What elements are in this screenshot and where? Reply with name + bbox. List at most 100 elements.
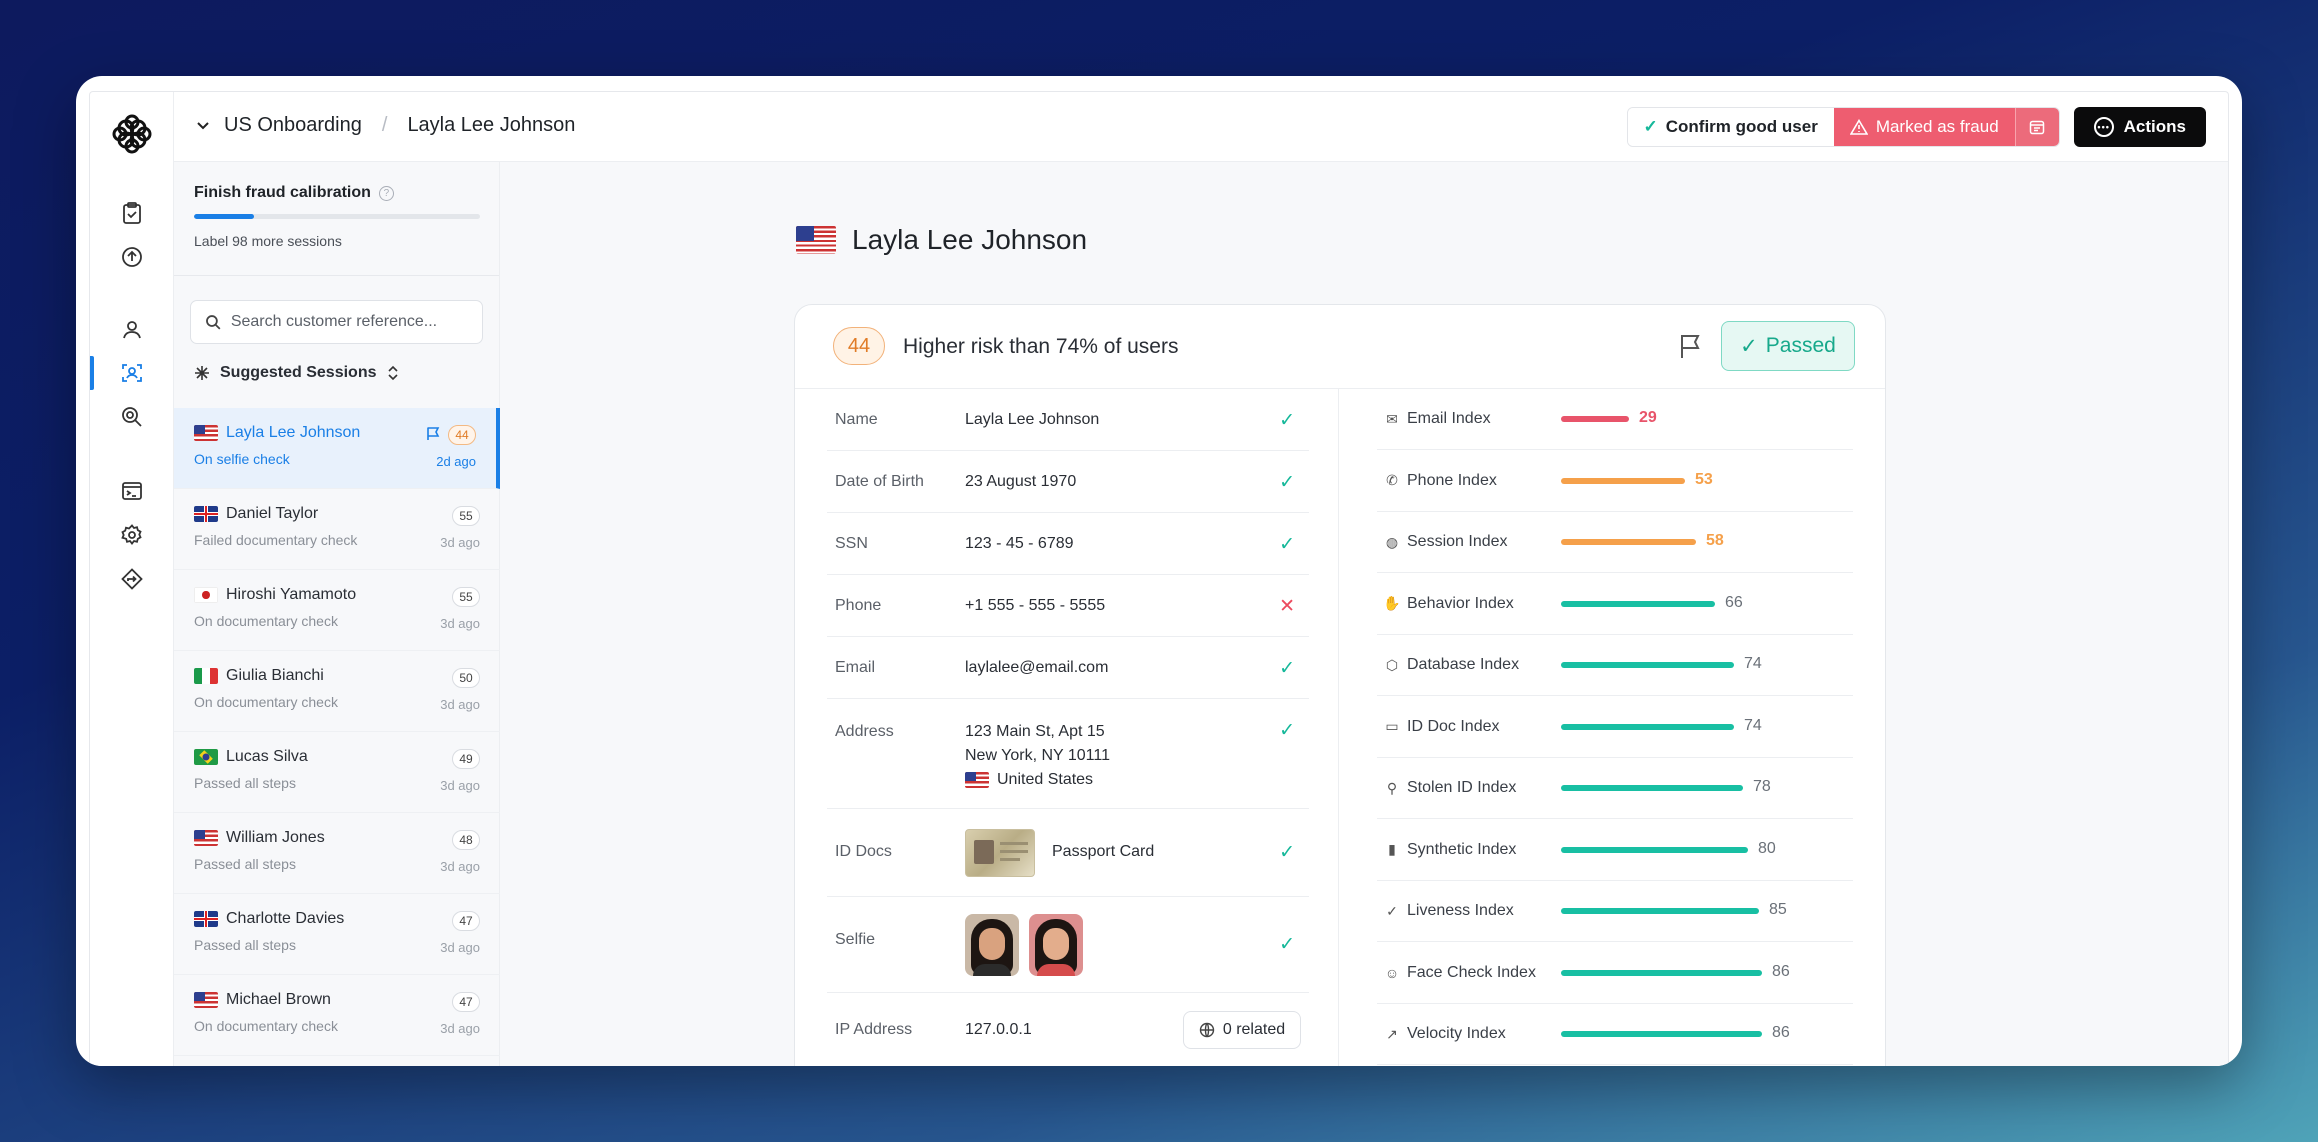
index-bar bbox=[1561, 1031, 1762, 1037]
verified-check-icon: ✓ bbox=[1279, 720, 1295, 741]
session-item[interactable]: Hiroshi Yamamoto On documentary check 55 3d… bbox=[174, 570, 500, 651]
session-time: 3d ago bbox=[440, 616, 480, 631]
session-list: Layla Lee Johnson On selfie check 44 2d ago… bbox=[174, 408, 500, 1056]
index-value: 66 bbox=[1725, 593, 1743, 611]
header-actions: ✓ Confirm good user Marked as fraud ••• … bbox=[1626, 107, 2206, 147]
session-sidebar: Finish fraud calibration ? Label 98 more… bbox=[174, 162, 500, 1066]
risk-index-row[interactable]: ▮ Synthetic Index 80 bbox=[1377, 820, 1853, 881]
risk-index-row[interactable]: ✓ Liveness Index 85 bbox=[1377, 881, 1853, 942]
actions-button[interactable]: ••• Actions bbox=[2073, 107, 2206, 147]
confirm-good-user-button[interactable]: ✓ Confirm good user bbox=[1627, 108, 1834, 146]
index-bar bbox=[1561, 785, 1743, 791]
field-value: 23 August 1970 bbox=[965, 473, 1077, 490]
risk-index-row[interactable]: ⬡ Database Index 74 bbox=[1377, 635, 1853, 696]
field-label: SSN bbox=[835, 535, 868, 552]
status-badge[interactable]: ✓ Passed bbox=[1721, 321, 1855, 371]
risk-index-row[interactable]: ✉ Email Index 29 bbox=[1377, 389, 1853, 450]
session-item[interactable]: William Jones Passed all steps 48 3d ago bbox=[174, 813, 500, 894]
session-name-row: Giulia Bianchi bbox=[194, 667, 480, 685]
arrow-up-right-icon: ↗ bbox=[1386, 1025, 1398, 1042]
risk-index-row[interactable]: ✆ Phone Index 53 bbox=[1377, 451, 1853, 512]
marked-as-fraud-button[interactable]: Marked as fraud bbox=[1833, 108, 2015, 146]
session-time: 2d ago bbox=[436, 454, 476, 469]
risk-index-row[interactable]: ✋ Behavior Index 66 bbox=[1377, 574, 1853, 635]
nav-rail bbox=[90, 92, 174, 1066]
help-icon[interactable]: ? bbox=[378, 185, 394, 201]
workspace-selector[interactable]: US Onboarding bbox=[224, 114, 362, 136]
session-item[interactable]: Layla Lee Johnson On selfie check 44 2d ago bbox=[174, 408, 500, 489]
session-name: William Jones bbox=[226, 829, 325, 846]
bars-icon: ▮ bbox=[1388, 841, 1396, 857]
breadcrumb: US Onboarding / Layla Lee Johnson bbox=[196, 114, 575, 137]
app-window: US Onboarding / Layla Lee Johnson ✓ Conf… bbox=[76, 76, 2242, 1066]
field-row-address: Address 123 Main St, Apt 15 New York, NY… bbox=[827, 699, 1309, 809]
field-label: Selfie bbox=[835, 931, 876, 948]
session-time: 3d ago bbox=[440, 940, 480, 955]
flag-icon[interactable] bbox=[1679, 333, 1703, 359]
user-icon[interactable] bbox=[117, 314, 147, 344]
session-name: Daniel Taylor bbox=[226, 505, 319, 522]
index-name: Face Check Index bbox=[1407, 963, 1536, 981]
clipboard-icon[interactable] bbox=[117, 198, 147, 228]
confirm-good-user-label: Confirm good user bbox=[1665, 117, 1818, 136]
session-item[interactable]: Charlotte Davies Passed all steps 47 3d ago bbox=[174, 894, 500, 975]
session-status: Failed documentary check bbox=[194, 532, 358, 548]
suggested-sessions-dropdown[interactable]: Suggested Sessions bbox=[194, 364, 499, 382]
field-label: ID Docs bbox=[835, 843, 892, 860]
search-zoom-icon[interactable] bbox=[117, 402, 147, 432]
calendar-icon bbox=[2029, 120, 2045, 135]
search-icon bbox=[206, 315, 221, 330]
search-input[interactable] bbox=[230, 313, 468, 331]
calibration-progress-fill bbox=[194, 214, 255, 219]
session-name: Charlotte Davies bbox=[226, 910, 345, 927]
related-ips-button[interactable]: 0 related bbox=[1183, 1011, 1301, 1049]
actions-label: Actions bbox=[2123, 117, 2186, 136]
field-label: Date of Birth bbox=[835, 473, 924, 490]
fraud-details-button[interactable] bbox=[2014, 108, 2059, 146]
index-name: Session Index bbox=[1407, 533, 1508, 550]
passport-card-thumbnail[interactable] bbox=[965, 829, 1035, 877]
field-value: 127.0.0.1 bbox=[965, 1021, 1032, 1038]
session-item[interactable]: Giulia Bianchi On documentary check 50 3d a… bbox=[174, 651, 500, 732]
face-scan-icon[interactable] bbox=[117, 358, 147, 388]
logo-icon[interactable] bbox=[112, 114, 152, 154]
risk-index-row[interactable]: ↗ Velocity Index 86 bbox=[1377, 1004, 1853, 1065]
session-item[interactable]: Daniel Taylor Failed documentary check 55 3… bbox=[174, 489, 500, 570]
field-row-selfie: Selfie ✓ bbox=[827, 897, 1309, 993]
field-value: Layla Lee Johnson bbox=[965, 411, 1100, 428]
risk-index-row[interactable]: ☺ Face Check Index 86 bbox=[1377, 943, 1853, 1004]
verified-check-icon: ✓ bbox=[1279, 934, 1295, 955]
risk-index-row[interactable]: ⚲ Stolen ID Index 78 bbox=[1377, 758, 1853, 819]
chevron-down-icon[interactable] bbox=[196, 118, 210, 134]
index-bar bbox=[1561, 477, 1685, 484]
calibration-panel[interactable]: Finish fraud calibration ? Label 98 more… bbox=[174, 162, 499, 276]
field-row-phone: Phone +1 555 - 555 - 5555 ✕ bbox=[827, 575, 1309, 637]
field-label: Name bbox=[835, 411, 878, 428]
upload-icon[interactable] bbox=[117, 242, 147, 272]
suggested-sessions-label: Suggested Sessions bbox=[220, 364, 377, 381]
calibration-title: Finish fraud calibration bbox=[194, 184, 371, 201]
session-item[interactable]: Lucas Silva Passed all steps 49 3d ago bbox=[174, 732, 500, 813]
risk-index-row[interactable]: ◍ Session Index 58 bbox=[1377, 512, 1853, 573]
session-item[interactable]: Michael Brown On documentary check 47 3d ag… bbox=[174, 975, 500, 1056]
mail-icon: ✉ bbox=[1386, 410, 1398, 427]
routing-icon[interactable] bbox=[117, 564, 147, 594]
index-value: 86 bbox=[1772, 962, 1790, 980]
selfie-thumbnail-neutral[interactable] bbox=[965, 914, 1019, 976]
terminal-icon[interactable] bbox=[117, 476, 147, 506]
risk-index-row[interactable]: ▭ ID Doc Index 74 bbox=[1377, 697, 1853, 758]
top-header: US Onboarding / Layla Lee Johnson ✓ Conf… bbox=[174, 92, 2228, 162]
session-score-badge: 47 bbox=[452, 992, 480, 1012]
globe-icon bbox=[1199, 1022, 1215, 1038]
session-score-badge: 55 bbox=[452, 587, 480, 607]
gear-icon[interactable] bbox=[117, 520, 147, 550]
session-time: 3d ago bbox=[440, 535, 480, 550]
risk-card: 44 Higher risk than 74% of users ✓ Passe… bbox=[794, 304, 1886, 1066]
search-box bbox=[190, 300, 483, 344]
risk-summary: Higher risk than 74% of users bbox=[903, 335, 1179, 358]
us-flag-icon bbox=[965, 772, 989, 788]
selfie-thumbnail-smile[interactable] bbox=[1029, 914, 1083, 976]
check-icon: ✓ bbox=[1643, 117, 1658, 136]
verified-check-icon: ✓ bbox=[1279, 410, 1295, 431]
index-name: Phone Index bbox=[1407, 471, 1497, 489]
